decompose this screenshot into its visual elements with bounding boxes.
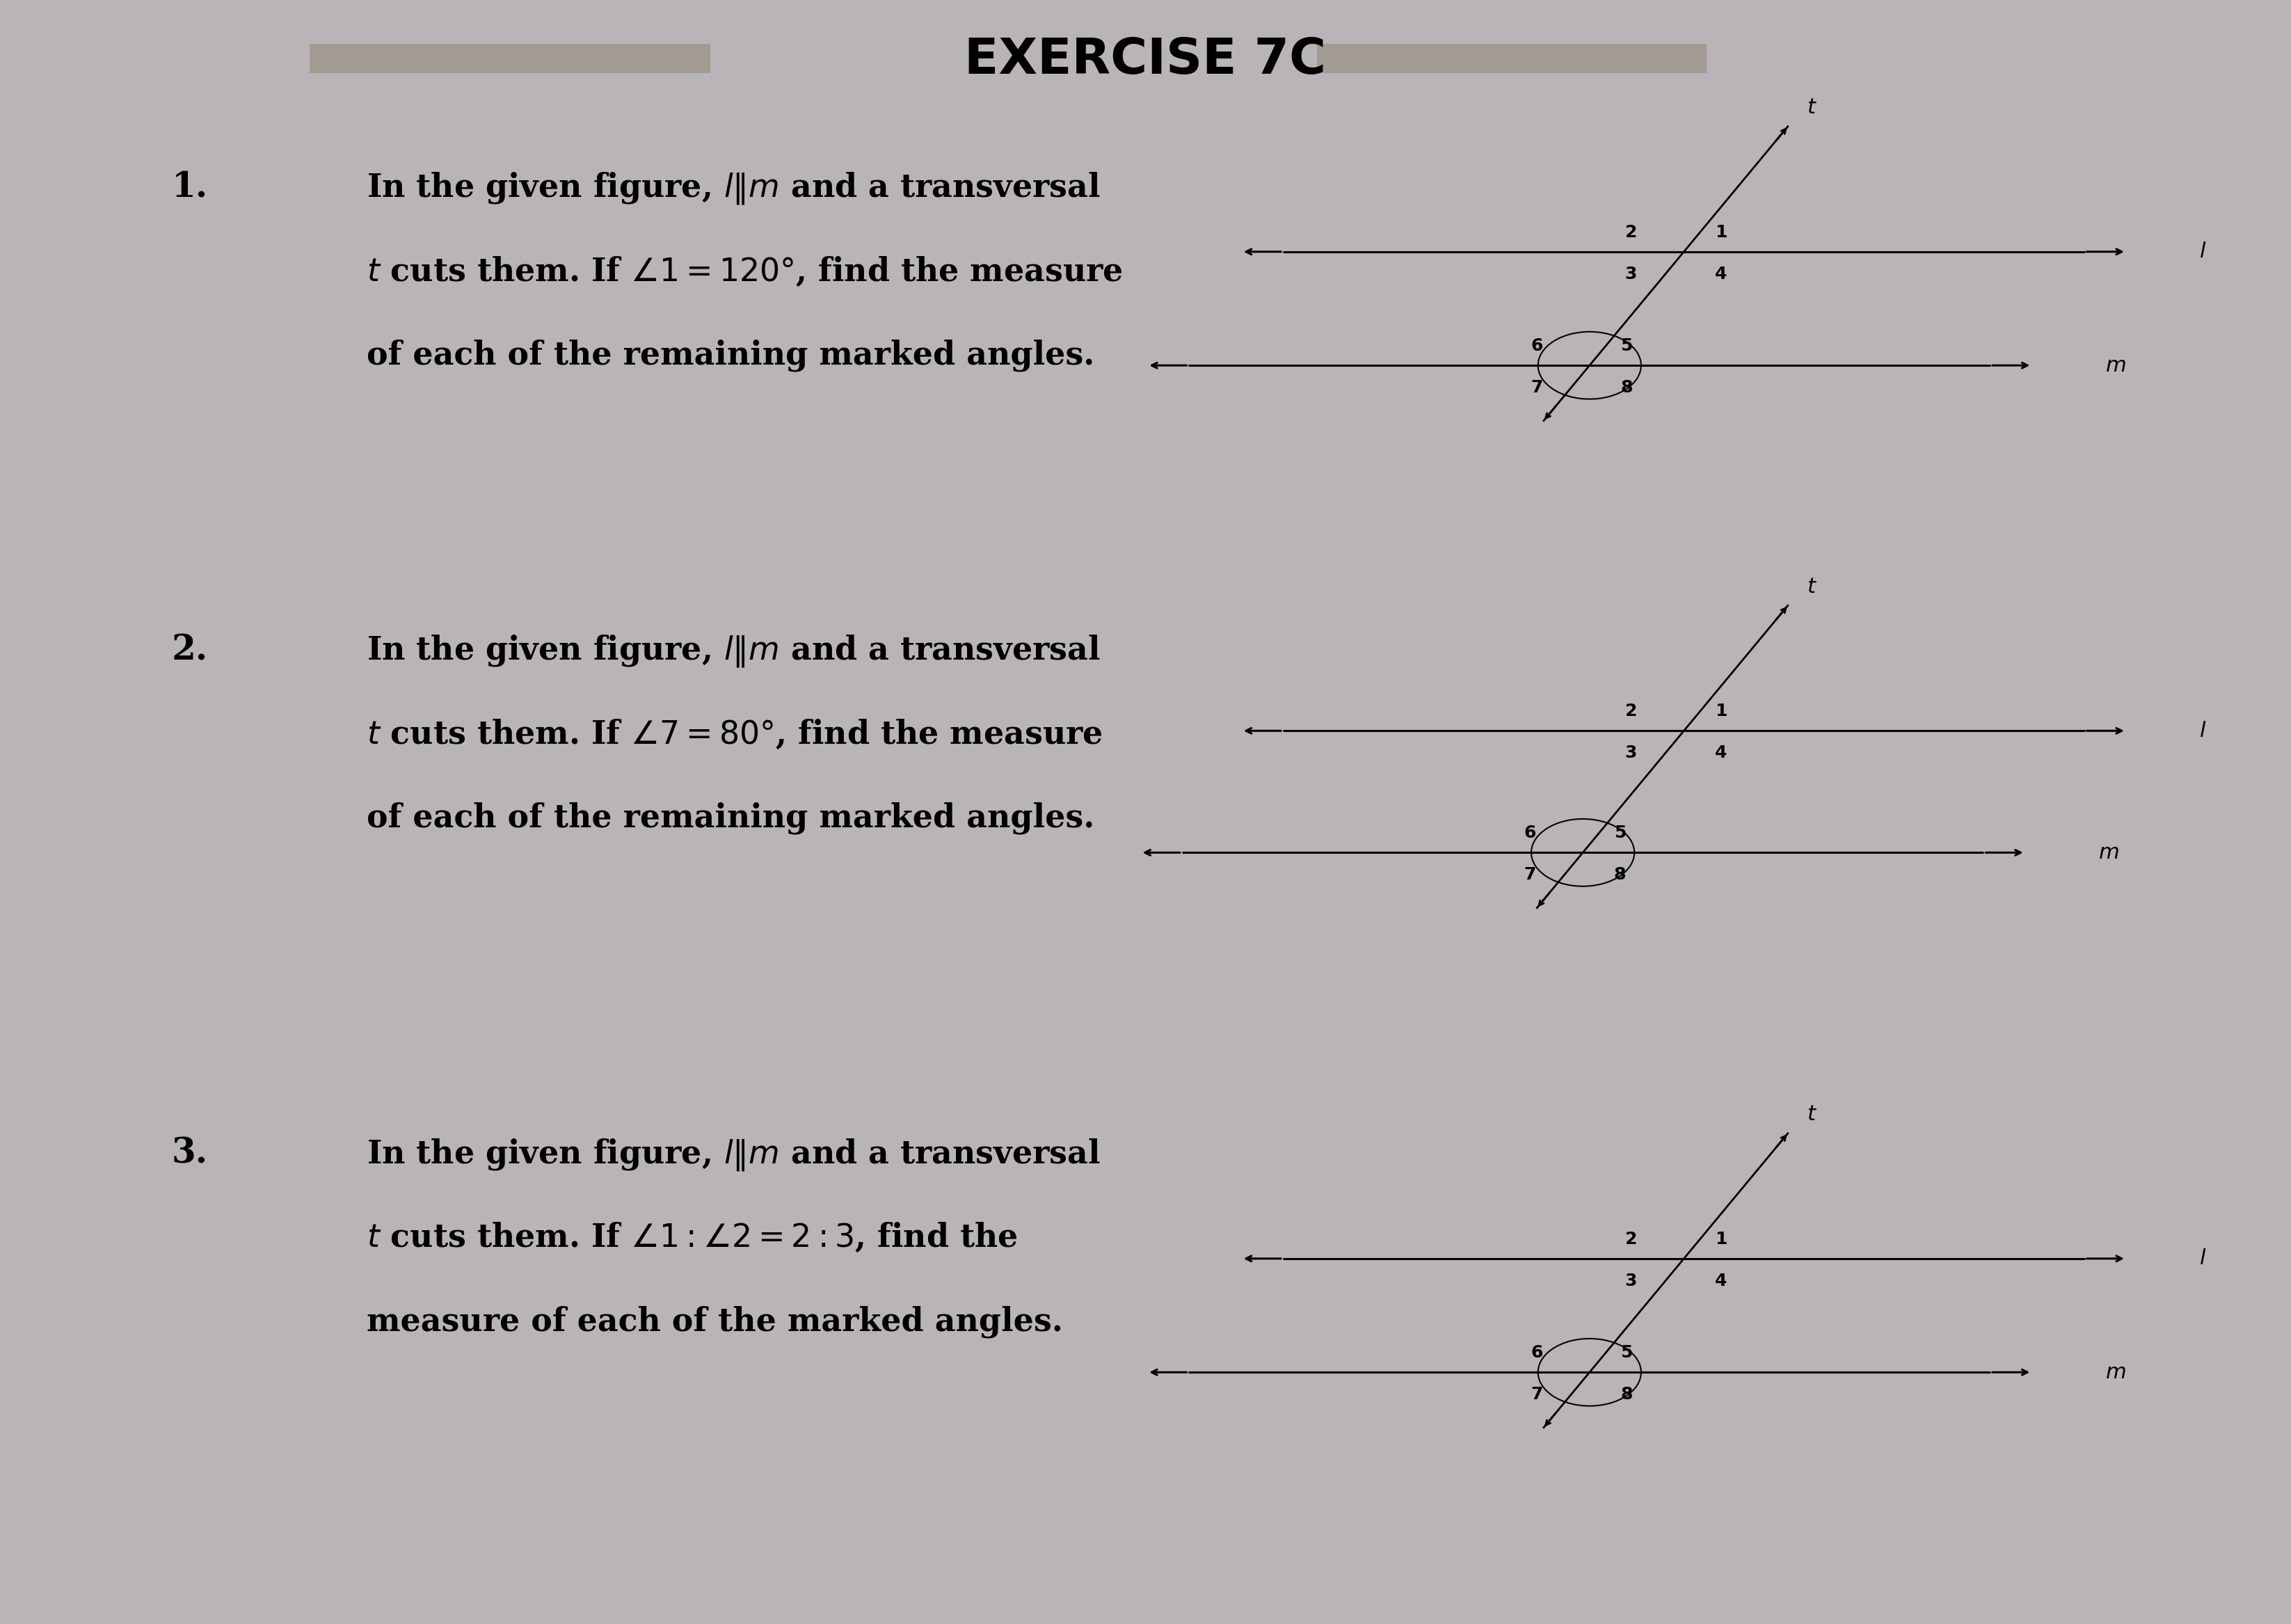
- Text: EXERCISE 7C: EXERCISE 7C: [965, 36, 1326, 84]
- Text: 3: 3: [1624, 1273, 1638, 1289]
- Text: of each of the remaining marked angles.: of each of the remaining marked angles.: [367, 802, 1095, 835]
- Text: 3: 3: [1624, 744, 1638, 762]
- Text: 5: 5: [1620, 1345, 1633, 1361]
- Text: 1.: 1.: [172, 171, 208, 205]
- Text: of each of the remaining marked angles.: of each of the remaining marked angles.: [367, 339, 1095, 372]
- Text: measure of each of the marked angles.: measure of each of the marked angles.: [367, 1306, 1063, 1338]
- Text: 3: 3: [1624, 265, 1638, 283]
- Text: $m$: $m$: [2099, 843, 2119, 862]
- Text: 4: 4: [1716, 1273, 1727, 1289]
- Text: 4: 4: [1716, 744, 1727, 762]
- Text: 7: 7: [1530, 1387, 1542, 1403]
- Text: 2: 2: [1624, 224, 1638, 240]
- Text: In the given figure, $l \| m$ and a transversal: In the given figure, $l \| m$ and a tran…: [367, 1137, 1100, 1173]
- Text: $m$: $m$: [2105, 356, 2126, 375]
- Text: 5: 5: [1613, 825, 1627, 841]
- Text: $l$: $l$: [2199, 721, 2206, 741]
- Text: 8: 8: [1620, 378, 1633, 396]
- Text: $l$: $l$: [2199, 242, 2206, 261]
- Text: 7: 7: [1524, 867, 1535, 883]
- Text: 8: 8: [1613, 867, 1627, 883]
- Text: $t$ cuts them. If $\angle 1 = 120°$, find the measure: $t$ cuts them. If $\angle 1 = 120°$, fin…: [367, 255, 1123, 287]
- Text: 7: 7: [1530, 378, 1542, 396]
- Text: $t$: $t$: [1808, 97, 1817, 117]
- Text: 2: 2: [1624, 703, 1638, 719]
- Text: 4: 4: [1716, 265, 1727, 283]
- Text: 1: 1: [1716, 1231, 1727, 1247]
- Text: $l$: $l$: [2199, 1249, 2206, 1268]
- Text: 6: 6: [1530, 1345, 1542, 1361]
- Text: In the given figure, $l \| m$ and a transversal: In the given figure, $l \| m$ and a tran…: [367, 171, 1100, 206]
- Bar: [1317, 44, 1707, 73]
- Text: $t$: $t$: [1808, 1104, 1817, 1124]
- Text: 8: 8: [1620, 1387, 1633, 1403]
- Text: 5: 5: [1620, 338, 1633, 354]
- Text: In the given figure, $l \| m$ and a transversal: In the given figure, $l \| m$ and a tran…: [367, 633, 1100, 669]
- Text: 1: 1: [1716, 703, 1727, 719]
- Text: 2: 2: [1624, 1231, 1638, 1247]
- Bar: [309, 44, 710, 73]
- Text: 1: 1: [1716, 224, 1727, 240]
- Text: $t$ cuts them. If $\angle 7 = 80°$, find the measure: $t$ cuts them. If $\angle 7 = 80°$, find…: [367, 718, 1102, 750]
- Text: 2.: 2.: [172, 633, 208, 667]
- Text: $m$: $m$: [2105, 1363, 2126, 1382]
- Text: 6: 6: [1524, 825, 1535, 841]
- Text: 6: 6: [1530, 338, 1542, 354]
- Text: 3.: 3.: [172, 1137, 208, 1171]
- Text: $t$ cuts them. If $\angle 1 : \angle 2 = 2 : 3$, find the: $t$ cuts them. If $\angle 1 : \angle 2 =…: [367, 1221, 1017, 1254]
- Text: $t$: $t$: [1808, 577, 1817, 596]
